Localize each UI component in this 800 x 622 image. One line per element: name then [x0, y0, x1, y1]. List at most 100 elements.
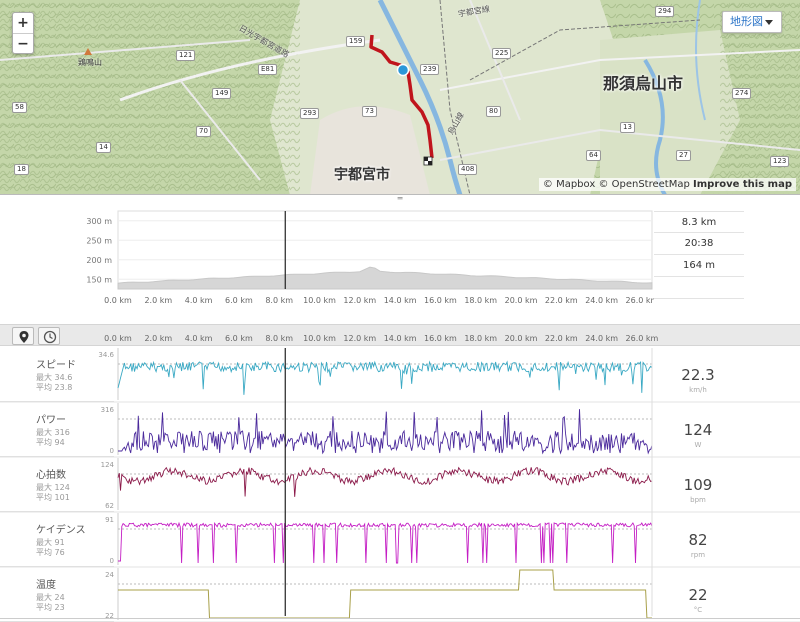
stream-axis-top: 24	[105, 571, 114, 579]
stream-toolbar	[0, 324, 800, 346]
road-shield: 293	[300, 108, 320, 119]
elevation-x-tick: 20.0 km	[505, 296, 538, 305]
road-shield: 13	[620, 122, 635, 133]
stream-x-tick: 24.0 km	[585, 334, 618, 343]
road-shield: 14	[96, 142, 111, 153]
stream-x-tick: 26.0 km	[626, 334, 659, 343]
elevation-x-tick: 12.0 km	[343, 296, 376, 305]
road-shield: 239	[420, 64, 440, 75]
stream-current-value: 22.3 km/h	[654, 348, 742, 400]
stream-value: 109	[683, 476, 713, 494]
stream-row-label: 心拍数 最大 124 平均 101	[0, 458, 114, 512]
elevation-x-tick: 26.0 km	[626, 296, 654, 305]
stream-value: 22	[688, 586, 708, 604]
elevation-y-tick: 150 m	[86, 275, 112, 284]
elevation-panel: 300 m 250 m 200 m 150 m 0.0 km 2.0 km 4.0 km 6.…	[0, 203, 800, 315]
stream-row-label: ケイデンス最大 91 平均 76	[0, 513, 114, 567]
road-shield: 294	[655, 6, 675, 17]
stream-max: 最大 34.6	[36, 373, 73, 382]
elevation-x-tick: 16.0 km	[424, 296, 457, 305]
improve-map-link[interactable]: Improve this map	[693, 179, 792, 190]
readout-distance: 8.3 km	[654, 211, 744, 233]
road-shield: 18	[14, 164, 29, 175]
map-attribution: © Mapbox © OpenStreetMap Improve this ma…	[538, 178, 796, 191]
stream-x-tick: 20.0 km	[505, 334, 538, 343]
elevation-x-tick: 2.0 km	[144, 296, 172, 305]
stream-x-tick: 16.0 km	[424, 334, 457, 343]
peak-icon	[84, 48, 92, 55]
stream-value: 22.3	[681, 366, 715, 384]
stream-x-tick: 6.0 km	[225, 334, 253, 343]
map-pin-icon	[19, 331, 29, 343]
stream-x-tick: 4.0 km	[185, 334, 213, 343]
stream-unit: km/h	[689, 386, 707, 394]
stream-axis-top: 91	[105, 516, 114, 524]
road-shield: 58	[12, 102, 27, 113]
stream-series-line	[117, 466, 653, 497]
elevation-x-tick: 18.0 km	[464, 296, 497, 305]
peak-label: 鶏鳴山	[78, 58, 102, 67]
stream-axis-top: 34.6	[98, 351, 114, 359]
stream-name: 心拍数	[36, 470, 66, 481]
resize-handle[interactable]: ═	[397, 194, 403, 203]
elevation-profile	[117, 266, 653, 290]
stream-axis-bottom: 62	[105, 502, 114, 510]
stream-value: 82	[688, 531, 708, 549]
stream-max: 最大 91	[36, 538, 65, 547]
elevation-chart[interactable]: 300 m 250 m 200 m 150 m 0.0 km 2.0 km 4.0 km 6.…	[0, 203, 659, 315]
stream-avg: 平均 76	[36, 548, 65, 557]
stream-series-line	[117, 360, 653, 395]
elevation-x-tick: 0.0 km	[104, 296, 132, 305]
elevation-readout: 8.3 km 20:38 164 m	[654, 211, 744, 299]
elevation-y-tick: 250 m	[86, 236, 112, 245]
zoom-out-button[interactable]: −	[13, 33, 33, 53]
stream-current-value: 124 W	[654, 403, 742, 455]
elevation-y-tick: 300 m	[86, 217, 112, 226]
stream-avg: 平均 94	[36, 438, 65, 447]
map-type-dropdown[interactable]: 地形図	[722, 11, 782, 33]
stream-unit: °C	[693, 606, 703, 614]
road-shield: 408	[458, 164, 478, 175]
zoom-in-button[interactable]: +	[17, 15, 29, 31]
time-mode-button[interactable]	[38, 327, 60, 345]
map-terrain	[0, 0, 800, 194]
stream-x-tick: 22.0 km	[545, 334, 578, 343]
road-shield: 225	[492, 48, 512, 59]
road-shield: 149	[212, 88, 232, 99]
stream-row-label: 温度 最大 24 平均 23	[0, 568, 114, 622]
current-position-marker	[396, 63, 410, 77]
stream-series-line	[118, 569, 652, 619]
finish-flag-icon	[423, 156, 433, 166]
mapbox-link[interactable]: © Mapbox	[542, 179, 596, 190]
distance-mode-button[interactable]	[12, 327, 34, 345]
stream-current-value: 22 °C	[654, 568, 742, 620]
road-shield: 159	[346, 36, 366, 47]
stream-x-tick: 18.0 km	[464, 334, 497, 343]
elevation-x-tick: 6.0 km	[225, 296, 253, 305]
stream-max: 最大 124	[36, 483, 70, 492]
route-map[interactable]: 159 239 225 121 E81 149 70 293 73 80 14 58 18 408 294 2…	[0, 0, 800, 195]
stream-x-tick: 10.0 km	[303, 334, 336, 343]
stream-axis-top: 316	[101, 406, 115, 414]
road-shield: 80	[486, 106, 501, 117]
map-type-label: 地形図	[730, 15, 763, 28]
road-shield: E81	[258, 64, 278, 75]
route-line	[369, 34, 434, 159]
stream-x-tick: 2.0 km	[144, 334, 172, 343]
osm-link[interactable]: © OpenStreetMap	[598, 179, 690, 190]
stream-x-tick: 12.0 km	[343, 334, 376, 343]
zoom-control: + −	[12, 12, 34, 54]
stream-value: 124	[683, 421, 713, 439]
readout-time: 20:38	[654, 233, 744, 255]
bottom-border	[0, 618, 800, 619]
stream-axis-bottom: 0	[110, 557, 114, 565]
elevation-y-tick: 200 m	[86, 256, 112, 265]
stream-unit: W	[694, 441, 702, 449]
stream-name: パワー	[36, 415, 66, 426]
road-shield: 123	[770, 156, 790, 167]
stream-avg: 平均 23.8	[36, 383, 73, 392]
stream-name: ケイデンス	[36, 525, 86, 536]
clock-icon	[43, 330, 57, 344]
elevation-x-tick: 10.0 km	[303, 296, 336, 305]
